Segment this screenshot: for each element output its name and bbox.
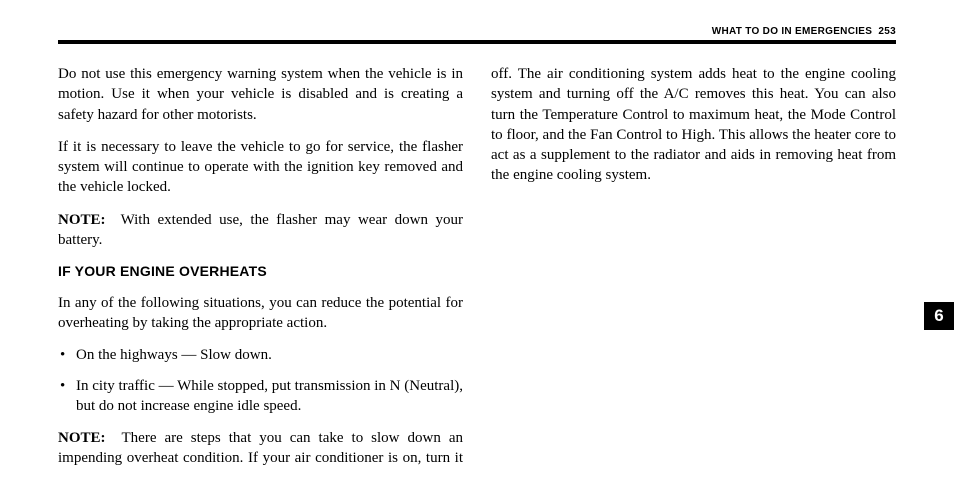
note-text: With extended use, the flasher may wear … [58, 212, 463, 248]
running-header: WHAT TO DO IN EMERGENCIES 253 [704, 26, 896, 37]
paragraph: In any of the following situations, you … [58, 293, 463, 334]
note-label: NOTE: [58, 212, 106, 228]
note-paragraph: NOTE: With extended use, the flasher may… [58, 210, 463, 251]
list-item: On the highways — Slow down. [58, 345, 463, 365]
body-columns: Do not use this emergency warning system… [58, 64, 896, 470]
paragraph: If it is necessary to leave the vehicle … [58, 137, 463, 198]
list-item: In city traffic — While stopped, put tra… [58, 376, 463, 417]
manual-page: WHAT TO DO IN EMERGENCIES 253 Do not use… [0, 0, 954, 500]
paragraph: Do not use this emergency warning system… [58, 64, 463, 125]
header-rule [58, 40, 896, 44]
bullet-list: On the highways — Slow down. In city tra… [58, 345, 463, 416]
page-number: 253 [878, 26, 896, 37]
chapter-number: 6 [934, 306, 943, 326]
note-label: NOTE: [58, 430, 106, 446]
section-title: WHAT TO DO IN EMERGENCIES [712, 26, 872, 37]
section-heading: IF YOUR ENGINE OVERHEATS [58, 262, 463, 281]
chapter-tab: 6 [924, 302, 954, 330]
